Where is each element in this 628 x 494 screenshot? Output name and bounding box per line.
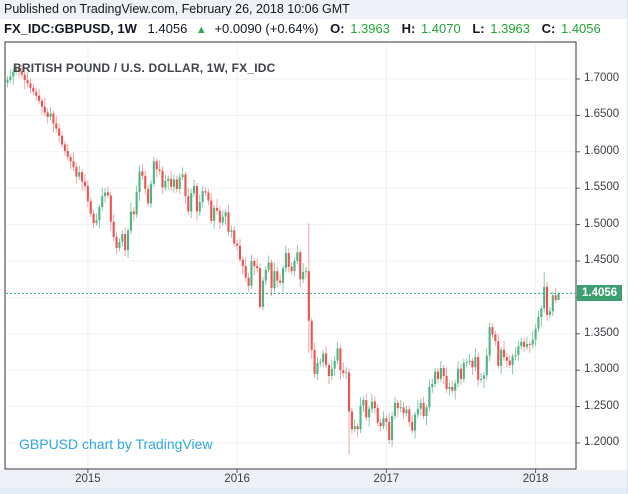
published-line: Published on TradingView.com, February 2… [4, 2, 350, 16]
x-axis-strip [0, 470, 627, 488]
high-value: 1.4070 [420, 21, 461, 36]
y-axis-label: 1.6500 [584, 108, 620, 121]
up-arrow-icon: ▲ [195, 24, 207, 36]
y-axis-label: 1.7000 [584, 71, 620, 84]
open-label: O: [330, 21, 345, 36]
open-value: 1.3963 [350, 21, 390, 36]
y-axis-label: 1.4500 [584, 253, 620, 266]
last-price: 1.4056 [147, 21, 188, 36]
y-axis-label: 1.5500 [584, 181, 620, 194]
low-label: L: [472, 21, 485, 36]
y-axis-label: 1.3500 [584, 326, 620, 339]
symbol-ohlc-bar: FX_IDC:GBPUSD, 1W 1.4056 ▲ +0.0090 (+0.6… [4, 21, 601, 39]
low-value: 1.3963 [490, 21, 531, 36]
close-label: C: [541, 21, 556, 36]
page-bottom-edge [0, 488, 627, 494]
price-change: +0.0090 (+0.64%) [214, 21, 319, 36]
x-axis-label: 2015 [75, 473, 101, 485]
y-axis-label: 1.5000 [584, 217, 620, 230]
y-axis-label: 1.3000 [584, 363, 620, 376]
y-axis-label: 1.2000 [584, 435, 620, 448]
y-axis-label: 1.6000 [584, 144, 620, 157]
symbol-name: FX_IDC:GBPUSD, 1W [4, 21, 137, 36]
x-axis-label: 2016 [224, 473, 250, 485]
close-value: 1.4056 [560, 21, 601, 36]
published-strip: Published on TradingView.com, February 2… [0, 0, 627, 19]
y-axis-label: 1.2500 [584, 399, 620, 412]
high-label: H: [401, 21, 416, 36]
x-axis-label: 2018 [522, 473, 549, 485]
current-price-label: 1.4056 [577, 285, 622, 302]
chart-title: BRITISH POUND / U.S. DOLLAR, 1W, FX_IDC [13, 61, 276, 75]
x-axis-label: 2017 [373, 473, 400, 485]
watermark-link[interactable]: GBPUSD chart by TradingView [19, 436, 213, 452]
